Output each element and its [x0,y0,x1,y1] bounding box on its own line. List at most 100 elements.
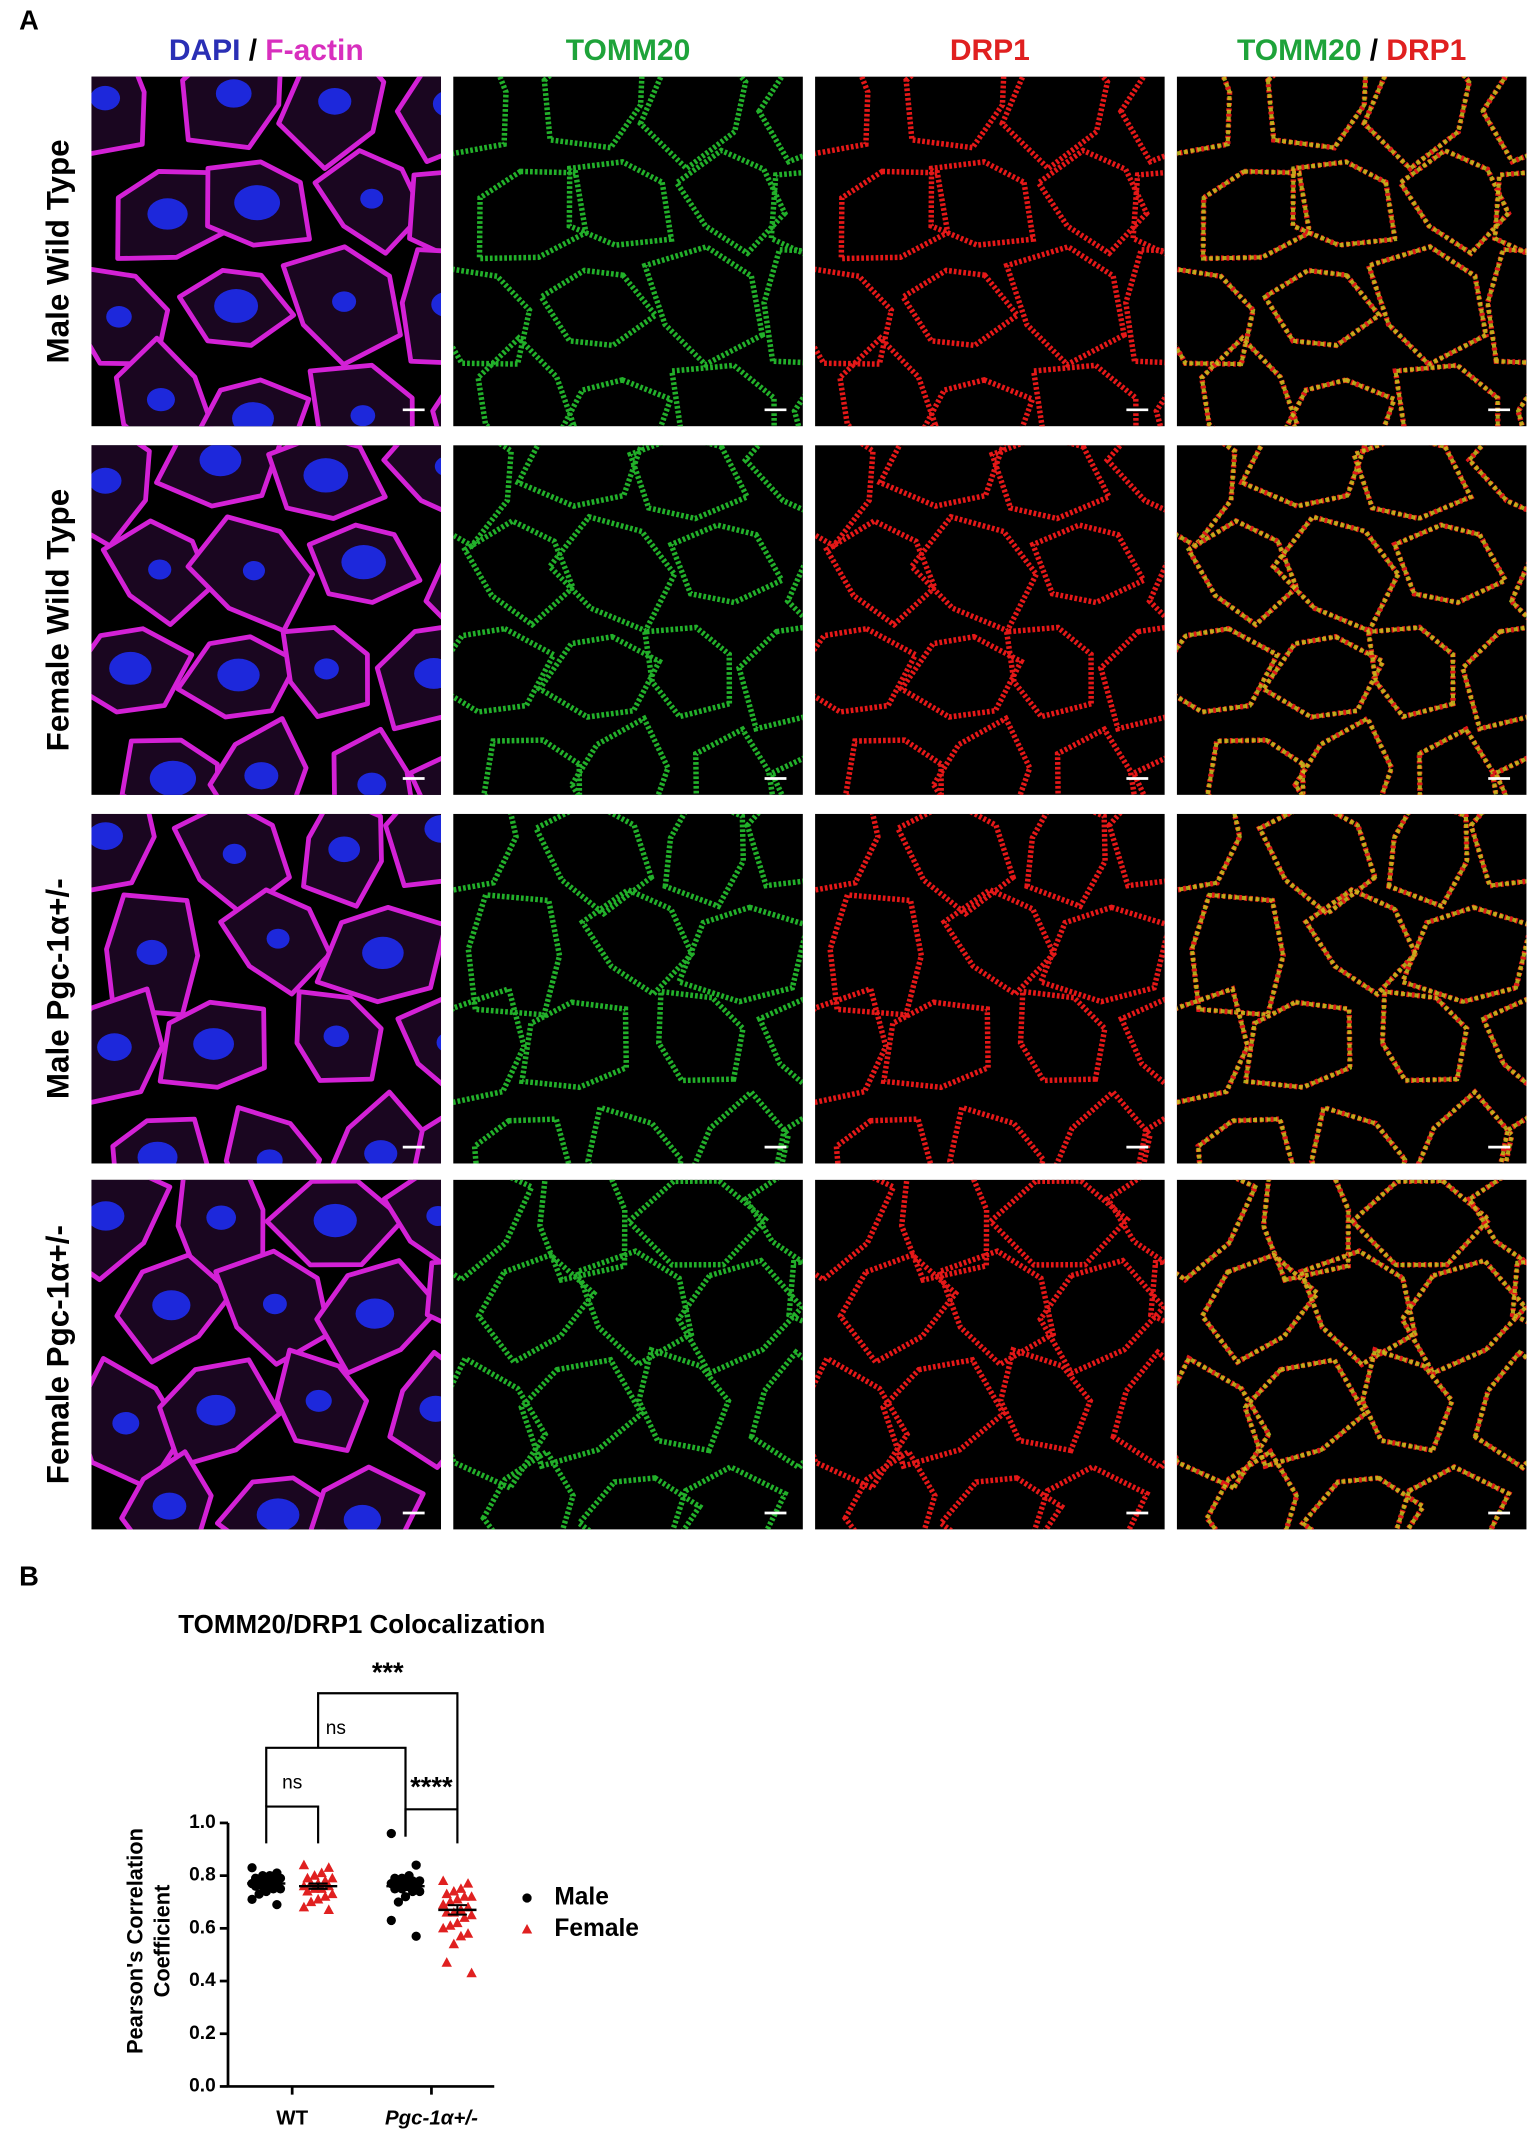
image-content [91,76,442,427]
cell-outline [1531,897,1536,1020]
data-point [452,1893,463,1904]
micrograph [1176,445,1527,795]
significance-label: *** [372,1656,404,1687]
data-point [462,1928,474,1938]
nucleus [266,928,290,949]
micrograph [453,1179,803,1530]
nucleus [362,936,404,970]
cell-outline [815,813,881,893]
data-point [455,1930,467,1941]
nucleus [232,402,274,427]
nucleus [436,1034,442,1051]
cell-outline [407,755,442,795]
legend-marker [521,1923,533,1934]
image-content [815,445,1165,795]
cell-outline [1386,813,1469,909]
y-tick-label: 1.0 [189,1812,216,1833]
cell-outline [894,813,1017,918]
cell-outline [761,246,803,366]
cell-outline [1029,522,1148,606]
cell-outline [626,445,751,522]
significance-bracket [404,1808,459,1844]
cell-outline [815,266,895,367]
data-point [275,1884,286,1894]
cell-outline [1298,1248,1418,1367]
cell-outline [907,513,1040,635]
cell-outline [1205,738,1306,795]
data-point [327,1888,338,1899]
image-content [453,445,803,795]
cell-outline [637,76,749,173]
y-axis-label: Pearson's Correlation [122,1828,147,2054]
cell-outline [1195,1116,1296,1164]
cell-outline [1265,76,1368,150]
cell-outline [1472,1349,1527,1471]
nucleus [328,836,361,863]
cell-outline [675,904,803,1005]
cell-outline [1397,148,1511,256]
cell-outline [1303,887,1418,997]
header-part: DAPI [169,34,241,67]
cell-outline [1176,985,1251,1106]
cell-outline [742,1179,803,1266]
cell-outline [1479,76,1527,165]
nucleus [91,1201,125,1231]
image-background [1176,813,1527,1164]
nucleus [314,658,339,680]
cell-outline [1034,147,1150,257]
micrograph [453,445,803,795]
nucleus [434,457,442,475]
cell-outline [480,1447,576,1530]
cell-outline [635,1346,732,1454]
image-content [453,813,803,1164]
nucleus [313,1203,357,1238]
header-part: DRP1 [1386,34,1466,67]
significance-label: ns [326,1718,346,1739]
nucleus [152,1492,187,1520]
micrograph [91,813,442,1164]
header-part: TOMM20 [566,34,691,67]
nucleus [112,1411,140,1435]
cell-outline [475,334,577,427]
nucleus [364,1140,398,1164]
image-content [1176,813,1536,1164]
cell-outline [986,1179,1131,1268]
significance-bracket [265,1746,407,1837]
nucleus [215,79,252,108]
nucleus [91,467,122,494]
data-point [452,1917,463,1928]
cell-outline [381,445,442,513]
nucleus [137,1141,178,1164]
data-point [247,1863,257,1873]
nucleus [414,658,442,689]
cell-outline [1176,76,1232,156]
cell-outline [1366,625,1456,719]
micrograph [815,445,1165,795]
cell-outline [1297,1248,1418,1368]
cell-outline [1097,624,1165,733]
cell-outline [1492,170,1527,256]
significance-bracket [317,1692,459,1810]
cell-outline [430,394,442,427]
micrograph [91,76,442,427]
row-label: Male Wild Type [40,139,75,363]
cell-outline [453,76,509,157]
cell-outline [928,159,1037,248]
x-tick-label: Pgc-1α+/- [385,2107,478,2130]
cell-outline [876,445,1007,509]
nucleus [152,1290,191,1321]
data-point [466,1909,477,1920]
cell-outline [815,1354,911,1492]
cell-outline [784,561,803,621]
data-point [323,1904,334,1914]
image-content [815,813,1165,1164]
cell-outline [1204,1448,1299,1530]
cell-outline [110,1116,210,1164]
cell-outline [537,1179,628,1284]
cell-outline [755,76,803,165]
panel-label: B [19,1561,39,1592]
nucleus [109,651,152,685]
data-point [393,1897,404,1907]
cell-outline [1399,905,1527,1004]
nucleus [199,445,242,477]
